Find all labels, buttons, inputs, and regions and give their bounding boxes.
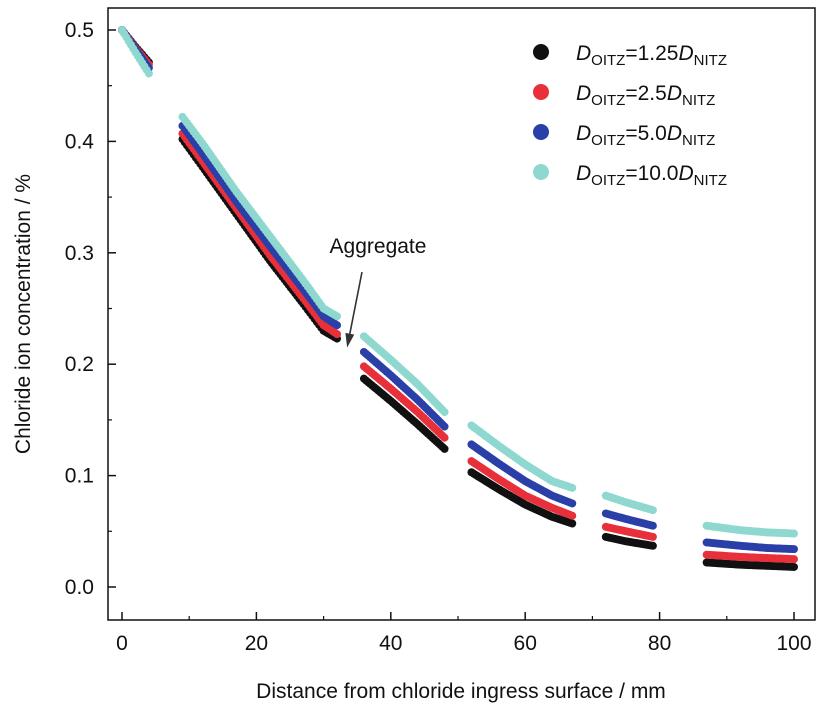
data-point xyxy=(648,506,657,515)
legend-item-2: DOITZ=2.5DNITZ xyxy=(533,82,715,109)
series-4-segment-2 xyxy=(178,112,342,321)
y-tick-label: 0.1 xyxy=(65,465,94,488)
series-3-segment-5 xyxy=(601,509,657,530)
data-point xyxy=(568,519,577,528)
x-tick-label: 80 xyxy=(648,632,671,655)
x-tick-label: 60 xyxy=(514,632,537,655)
data-point xyxy=(568,511,577,520)
data-point xyxy=(144,69,153,78)
data-point xyxy=(648,521,657,530)
legend-label: DOITZ=2.5DNITZ xyxy=(576,82,715,109)
legend-item-3: DOITZ=5.0DNITZ xyxy=(533,122,715,149)
series-4-segment-5 xyxy=(601,491,657,515)
data-point xyxy=(333,330,342,339)
y-tick-label: 0.3 xyxy=(65,242,94,265)
series-layer xyxy=(118,26,798,571)
legend-label: DOITZ=1.25DNITZ xyxy=(576,42,727,69)
legend-item-4: DOITZ=10.0DNITZ xyxy=(533,162,727,189)
y-tick-label: 0.0 xyxy=(65,576,94,599)
series-4-segment-3 xyxy=(359,332,449,417)
annotation: Aggregate xyxy=(330,235,427,348)
x-tick-label: 0 xyxy=(116,632,128,655)
y-axis: 0.0 0.1 0.2 0.3 0.4 0.5 xyxy=(65,19,116,599)
y-axis-title: Chloride ion concentration / % xyxy=(12,174,35,454)
data-point xyxy=(333,321,342,330)
legend-marker xyxy=(533,164,549,180)
series-2-segment-6 xyxy=(702,550,798,564)
data-point xyxy=(333,312,342,321)
x-axis-title: Distance from chloride ingress surface /… xyxy=(256,680,666,703)
legend-marker xyxy=(533,84,549,100)
data-point xyxy=(568,499,577,508)
data-point xyxy=(440,444,449,453)
series-2-segment-3 xyxy=(359,362,449,442)
series-3-segment-6 xyxy=(702,538,798,554)
series-1-segment-4 xyxy=(467,468,577,528)
legend-item-1: DOITZ=1.25DNITZ xyxy=(533,42,727,69)
x-tick-label: 20 xyxy=(245,632,268,655)
annotation-arrow-head xyxy=(345,332,355,348)
series-4-segment-6 xyxy=(702,521,798,538)
series-1-segment-6 xyxy=(702,558,798,571)
y-tick-label: 0.4 xyxy=(65,130,95,153)
annotation-text: Aggregate xyxy=(330,235,427,258)
data-point xyxy=(790,555,798,564)
plot-frame xyxy=(107,7,816,621)
series-4-segment-1 xyxy=(118,26,153,78)
data-point xyxy=(648,532,657,541)
series-4-segment-4 xyxy=(467,421,577,492)
data-point xyxy=(568,483,577,492)
series-1-segment-3 xyxy=(359,374,449,453)
series-2-segment-4 xyxy=(467,457,577,520)
series-3-segment-3 xyxy=(359,347,449,431)
data-point xyxy=(790,545,798,554)
series-3-segment-4 xyxy=(467,440,577,508)
legend-marker xyxy=(533,124,549,140)
data-point xyxy=(790,529,798,538)
y-tick-label: 0.2 xyxy=(65,353,94,376)
legend-marker xyxy=(533,44,549,60)
data-point xyxy=(648,541,657,550)
x-tick-label: 40 xyxy=(379,632,402,655)
data-point xyxy=(790,562,798,571)
annotation-arrow-line xyxy=(348,271,363,336)
series-3 xyxy=(118,26,798,554)
x-tick-label: 100 xyxy=(776,632,811,655)
legend: DOITZ=1.25DNITZ DOITZ=2.5DNITZ DOITZ=5.0DN… xyxy=(533,42,727,189)
data-point xyxy=(440,408,449,417)
legend-label: DOITZ=5.0DNITZ xyxy=(576,122,715,149)
x-axis: 0 20 40 60 80 100 xyxy=(116,612,812,655)
data-point xyxy=(440,433,449,442)
legend-label: DOITZ=10.0DNITZ xyxy=(576,162,727,189)
series-1-segment-5 xyxy=(601,532,657,550)
data-point xyxy=(440,422,449,431)
series-4 xyxy=(118,26,798,538)
series-2-segment-5 xyxy=(601,522,657,541)
y-tick-label: 0.5 xyxy=(65,19,94,42)
